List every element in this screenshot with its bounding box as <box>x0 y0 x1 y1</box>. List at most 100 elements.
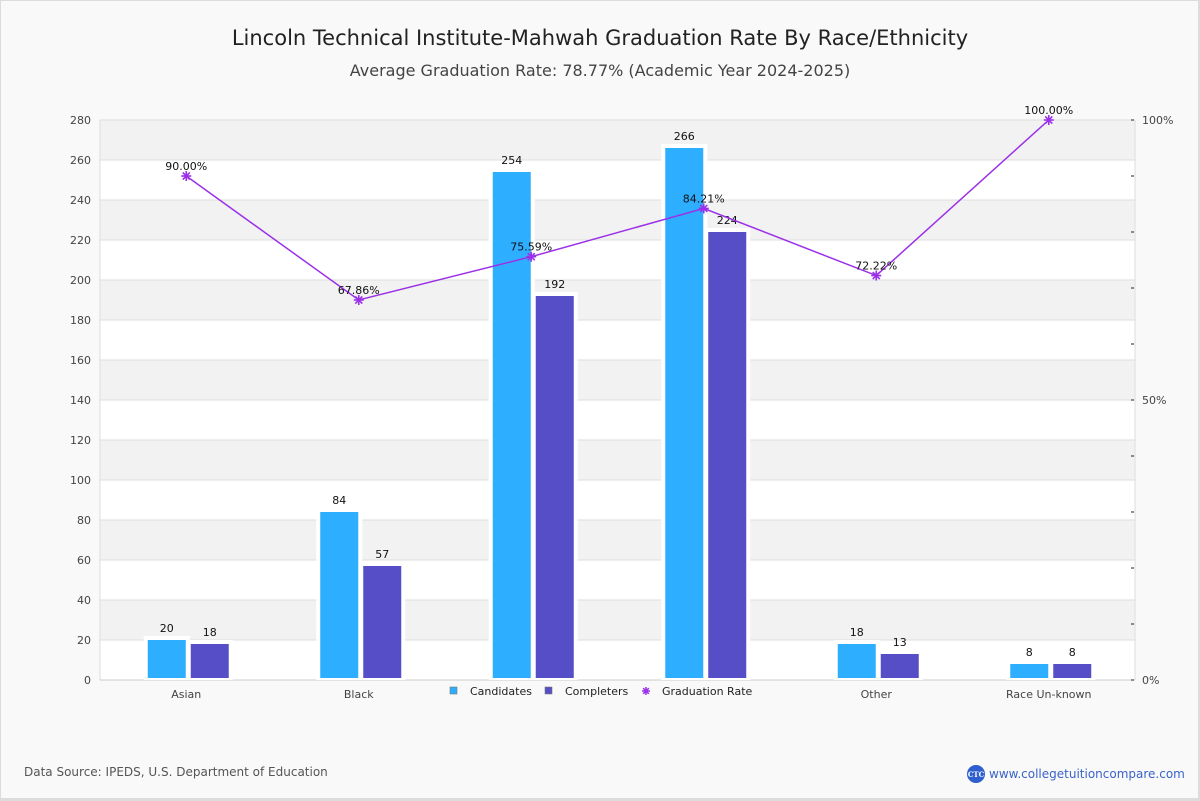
chart-title: Lincoln Technical Institute-Mahwah Gradu… <box>231 26 969 50</box>
candidates-bar <box>665 148 704 678</box>
candidates-bar <box>837 644 876 678</box>
candidates-bar <box>1010 664 1049 678</box>
completers-bar <box>708 232 747 678</box>
ctc-logo-icon: CTC <box>967 765 985 783</box>
grid-band <box>100 440 1135 480</box>
brand-url[interactable]: www.collegetuitioncompare.com <box>989 767 1185 781</box>
rate-value-label: 72.22% <box>855 260 897 273</box>
legend-label: Candidates <box>470 685 532 698</box>
grid-band <box>100 360 1135 400</box>
chart-subtitle: Average Graduation Rate: 78.77% (Academi… <box>349 61 851 80</box>
candidates-bar <box>147 640 186 678</box>
completers-value-label: 57 <box>375 548 389 561</box>
grid-band <box>100 120 1135 160</box>
rate-point-marker-icon <box>698 203 709 214</box>
candidates-value-label: 18 <box>850 626 864 639</box>
left-tick-label: 280 <box>70 114 91 127</box>
legend-swatch-icon <box>449 686 458 695</box>
legend-graduation-rate[interactable]: Graduation Rate <box>642 685 753 698</box>
left-tick-label: 260 <box>70 154 91 167</box>
left-tick-label: 240 <box>70 194 91 207</box>
grid-band <box>100 400 1135 440</box>
candidates-value-label: 266 <box>674 130 695 143</box>
rate-value-label: 100.00% <box>1024 104 1073 117</box>
marker-stroke <box>642 687 650 695</box>
candidates-value-label: 8 <box>1026 646 1033 659</box>
grid-band <box>100 600 1135 640</box>
candidates-value-label: 254 <box>501 154 522 167</box>
grid-band <box>100 240 1135 280</box>
completers-bar <box>190 644 229 678</box>
category-label: Asian <box>171 688 201 701</box>
left-tick-label: 120 <box>70 434 91 447</box>
grid-band <box>100 520 1135 560</box>
completers-bar <box>363 566 402 678</box>
legend-star-icon <box>642 687 650 695</box>
category-label: Other <box>861 688 893 701</box>
rate-point-marker-icon <box>181 171 192 181</box>
brand-link[interactable]: CTC www.collegetuitioncompare.com <box>967 765 1185 783</box>
rate-point-marker-icon <box>353 294 364 305</box>
completers-value-label: 8 <box>1069 646 1076 659</box>
legend-swatch-icon <box>544 686 553 695</box>
left-tick-label: 200 <box>70 274 91 287</box>
rate-value-label: 84.21% <box>683 192 725 205</box>
marker-stroke <box>699 204 708 213</box>
completers-bar <box>880 654 919 678</box>
right-tick-label: 100% <box>1142 114 1173 127</box>
background-bands <box>100 120 1135 680</box>
marker-stroke <box>354 295 363 305</box>
left-tick-label: 220 <box>70 234 91 247</box>
rate-value-label: 90.00% <box>165 160 207 173</box>
bars <box>143 144 1096 680</box>
right-axis: 0% 50% 100% <box>1131 114 1173 687</box>
completers-value-label: 224 <box>717 214 738 227</box>
left-tick-label: 160 <box>70 354 91 367</box>
rate-value-label: 67.86% <box>338 284 380 297</box>
grid-band <box>100 200 1135 240</box>
marker-stroke <box>1044 115 1053 125</box>
left-tick-label: 100 <box>70 474 91 487</box>
grid-band <box>100 640 1135 680</box>
left-axis: 0 20 40 60 80 100 120 140 160 180 200 220 240 260 280 <box>70 114 91 687</box>
grid-band <box>100 320 1135 360</box>
completers-value-label: 192 <box>544 278 565 291</box>
marker-stroke <box>182 171 191 181</box>
rate-line <box>185 119 1050 301</box>
legend-label: Graduation Rate <box>662 685 753 698</box>
candidates-bar <box>320 512 359 678</box>
rate-point-marker-icon <box>1043 115 1054 125</box>
completers-value-label: 13 <box>893 636 907 649</box>
left-tick-label: 0 <box>84 674 91 687</box>
grid-band <box>100 280 1135 320</box>
left-tick-label: 80 <box>77 514 91 527</box>
left-tick-label: 60 <box>77 554 91 567</box>
category-labels: Asian Black Other Race Un-known <box>171 688 1091 701</box>
grid-band <box>100 480 1135 520</box>
completers-value-label: 18 <box>203 626 217 639</box>
category-label: Black <box>344 688 374 701</box>
category-label: Race Un-known <box>1006 688 1092 701</box>
rate-point-marker-icon <box>526 251 537 262</box>
legend-candidates[interactable]: Candidates <box>449 685 532 698</box>
legend: Candidates Completers Graduation Rate <box>446 681 760 703</box>
data-source: Data Source: IPEDS, U.S. Department of E… <box>24 765 328 779</box>
left-tick-label: 20 <box>77 634 91 647</box>
candidates-value-label: 20 <box>160 622 174 635</box>
marker-stroke <box>527 252 536 261</box>
rate-point-marker-icon <box>871 270 882 281</box>
gridlines <box>99 119 1136 681</box>
candidates-value-label: 84 <box>332 494 346 507</box>
marker-stroke <box>872 271 881 280</box>
grid-band <box>100 560 1135 600</box>
legend-label: Completers <box>565 685 629 698</box>
left-tick-label: 140 <box>70 394 91 407</box>
legend-completers[interactable]: Completers <box>544 685 629 698</box>
left-tick-label: 40 <box>77 594 91 607</box>
completers-bar <box>1053 664 1092 678</box>
graduation-rate-line: 90.00% 67.86% 75.59% 84.21% 72.22% 100.00% <box>165 104 1073 305</box>
bar-value-labels: 20 84 254 266 18 8 18 57 192 224 13 8 <box>160 130 1076 659</box>
legend-background <box>446 681 760 703</box>
right-tick-label: 0% <box>1142 674 1159 687</box>
